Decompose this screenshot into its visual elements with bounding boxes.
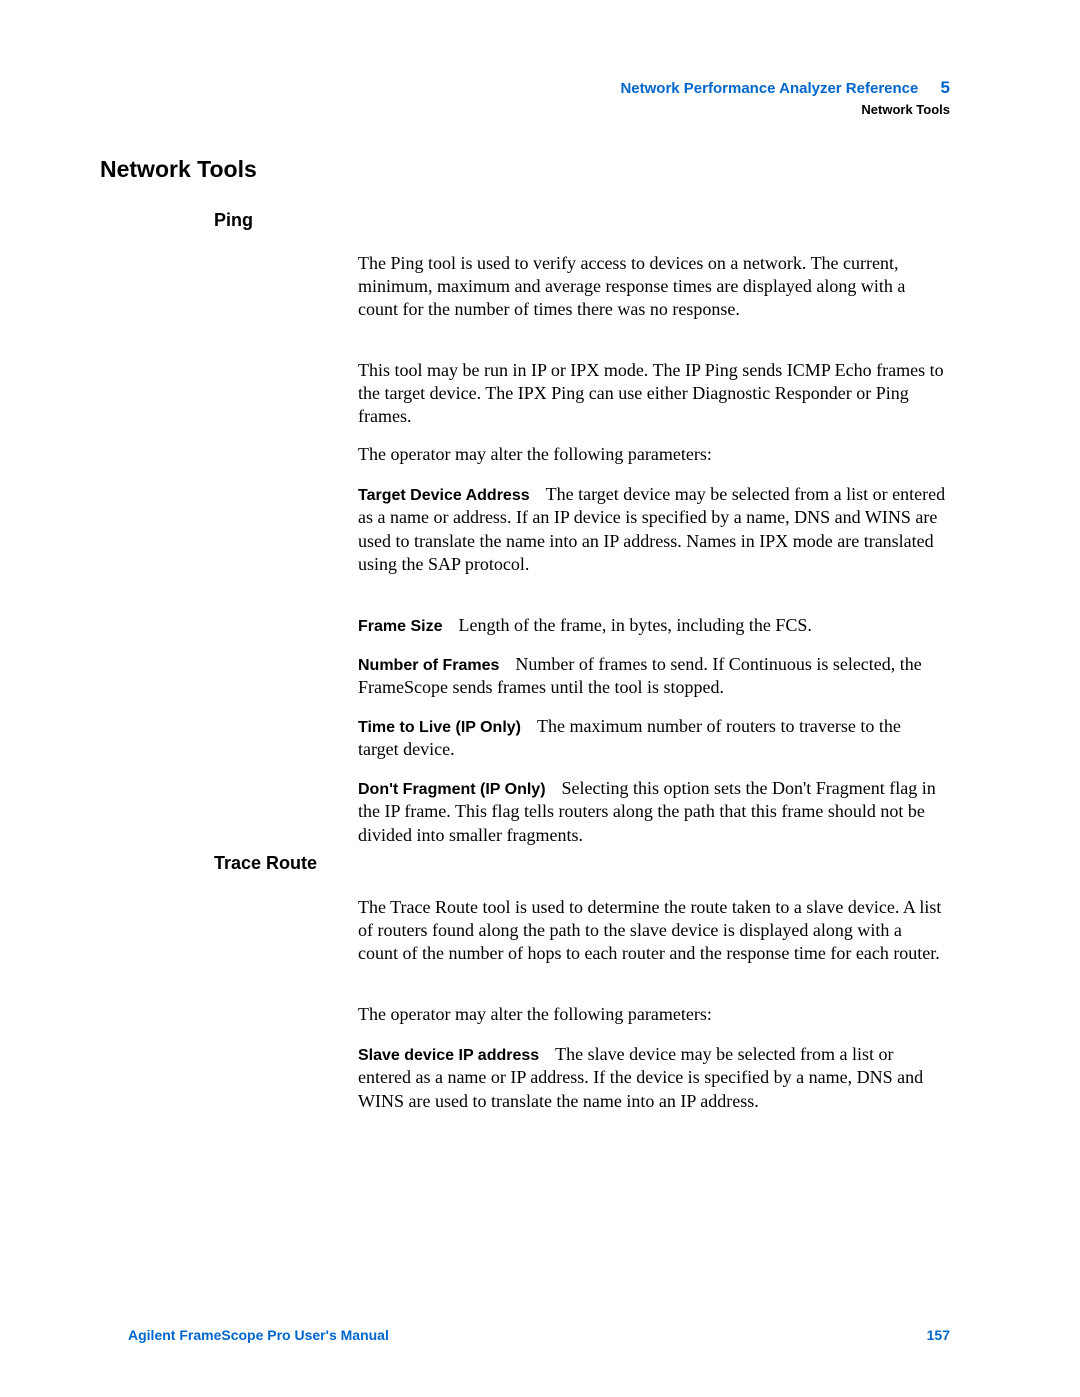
ping-param-target-device: Target Device AddressThe target device m… <box>358 483 946 576</box>
header-chapter-number: 5 <box>941 78 950 97</box>
term-target-device-address: Target Device Address <box>358 487 530 504</box>
term-dont-fragment: Don't Fragment (IP Only) <box>358 781 546 798</box>
term-frame-size: Frame Size <box>358 618 442 635</box>
ping-param-ttl: Time to Live (IP Only)The maximum number… <box>358 715 946 762</box>
ping-param-frame-size: Frame Size Length of the frame, in bytes,… <box>358 614 946 637</box>
main-heading: Network Tools <box>100 156 257 183</box>
desc-frame-size: Length of the frame, in bytes, including… <box>458 615 811 635</box>
subheading-ping: Ping <box>214 210 253 231</box>
ping-intro-paragraph: The Ping tool is used to verify access t… <box>358 252 946 321</box>
header-section: Network Tools <box>620 102 950 117</box>
term-number-of-frames: Number of Frames <box>358 657 499 674</box>
subheading-trace-route: Trace Route <box>214 853 317 874</box>
ping-modes-paragraph: This tool may be run in IP or IPX mode. … <box>358 359 946 428</box>
footer-page-number: 157 <box>927 1327 950 1343</box>
page-footer: Agilent FrameScope Pro User's Manual 157 <box>128 1327 950 1343</box>
footer-manual-title: Agilent FrameScope Pro User's Manual <box>128 1327 389 1343</box>
ping-param-dont-fragment: Don't Fragment (IP Only)Selecting this o… <box>358 777 946 847</box>
trace-alter-intro: The operator may alter the following par… <box>358 1003 946 1026</box>
header-chapter-line: Network Performance Analyzer Reference 5 <box>620 78 950 98</box>
ping-param-number-of-frames: Number of FramesNumber of frames to send… <box>358 653 946 700</box>
term-slave-device-ip: Slave device IP address <box>358 1047 539 1064</box>
trace-param-slave-ip: Slave device IP addressThe slave device … <box>358 1043 946 1113</box>
trace-intro-paragraph: The Trace Route tool is used to determin… <box>358 896 946 965</box>
page-header: Network Performance Analyzer Reference 5… <box>620 78 950 117</box>
header-chapter-title: Network Performance Analyzer Reference <box>620 80 918 97</box>
ping-alter-intro: The operator may alter the following par… <box>358 443 946 466</box>
term-time-to-live: Time to Live (IP Only) <box>358 719 521 736</box>
